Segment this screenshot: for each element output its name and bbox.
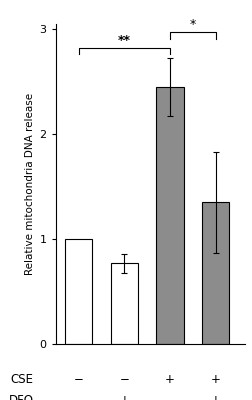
Text: −: −	[73, 394, 83, 400]
Text: +: +	[210, 373, 220, 386]
Text: **: **	[117, 34, 130, 47]
Text: *: *	[189, 18, 195, 31]
Text: DFO: DFO	[9, 394, 34, 400]
Text: +: +	[210, 394, 220, 400]
Bar	[201, 202, 229, 344]
Bar	[110, 263, 137, 344]
Y-axis label: Relative mitochondria DNA release: Relative mitochondria DNA release	[25, 93, 35, 275]
Text: −: −	[164, 394, 174, 400]
Bar	[65, 239, 92, 344]
Text: +: +	[164, 373, 174, 386]
Text: +: +	[119, 394, 129, 400]
Text: −: −	[119, 373, 129, 386]
Bar	[156, 87, 183, 344]
Text: −: −	[73, 373, 83, 386]
Text: CSE: CSE	[11, 373, 34, 386]
